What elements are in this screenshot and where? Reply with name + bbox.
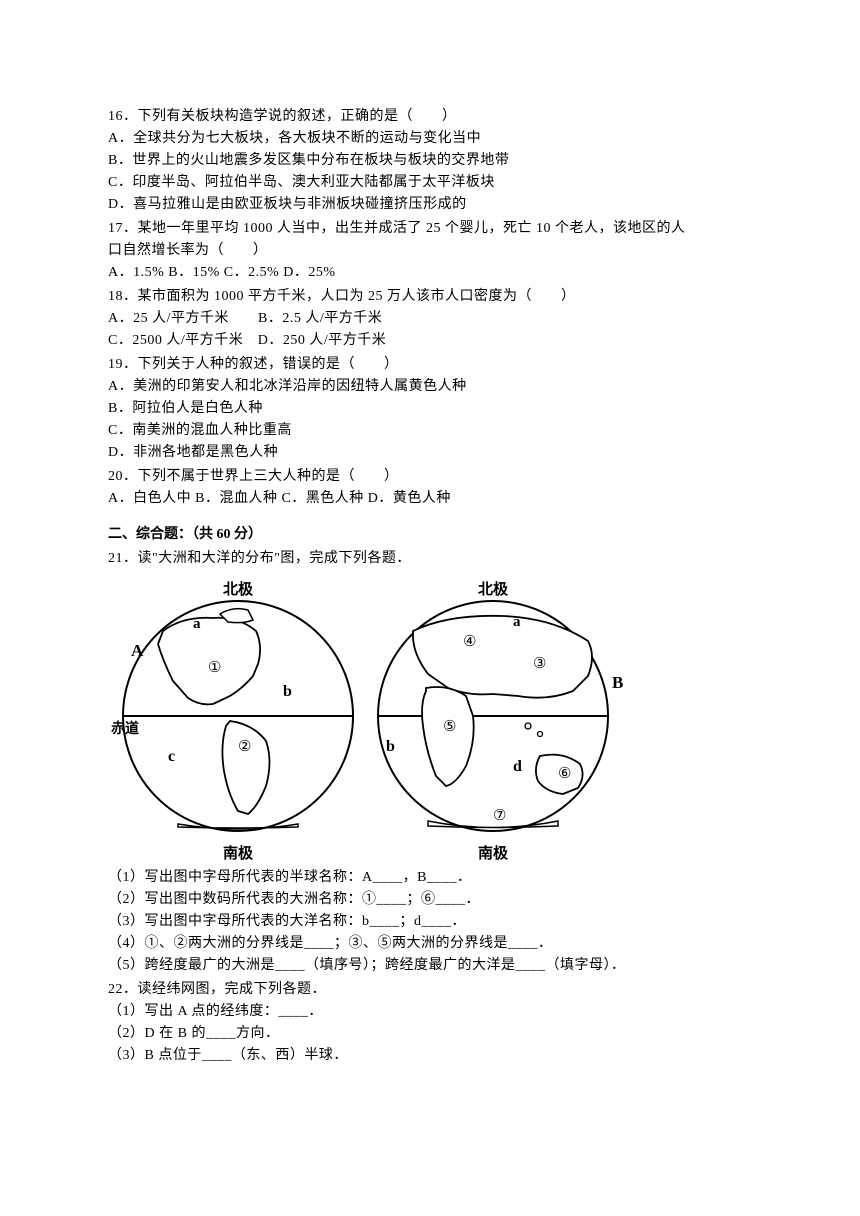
label-B: B <box>612 673 623 692</box>
label-A: A <box>131 641 144 660</box>
q17-stem1: 17．某地一年里平均 1000 人当中，出生并成活了 25 个婴儿，死亡 10 … <box>108 218 775 240</box>
label-south-right: 南极 <box>478 844 509 861</box>
q17-stem2: 口自然增长率为（ ） <box>108 240 775 262</box>
q22-stem: 22．读经纬网图，完成下列各题． <box>108 979 775 1001</box>
label-n6: ⑥ <box>558 766 571 782</box>
q22-sub1: （1）写出 A 点的经纬度：____． <box>108 1001 775 1023</box>
label-equator: 赤道 <box>111 720 139 737</box>
q21-sub4: （4）①、②两大洲的分界线是____；③、⑤两大洲的分界线是____． <box>108 933 775 955</box>
label-c: c <box>168 748 175 765</box>
label-north-right: 北极 <box>478 580 509 598</box>
q16-a: A．全球共分为七大板块，各大板块不断的运动与变化当中 <box>108 128 775 150</box>
label-n7: ⑦ <box>493 808 506 824</box>
q17-options: A．1.5% B．15% C．2.5% D．25% <box>108 262 775 284</box>
label-b-right: b <box>386 738 395 755</box>
label-n3: ③ <box>533 656 546 672</box>
q22-sub2: （2）D 在 B 的____方向． <box>108 1023 775 1045</box>
label-b-left: b <box>283 683 292 700</box>
q19-c: C．南美洲的混血人种比重高 <box>108 420 775 442</box>
q19-d: D．非洲各地都是黑色人种 <box>108 442 775 464</box>
label-n2: ② <box>238 739 251 755</box>
continents-oceans-figure: 北极 南极 赤道 A a b c ① ② 北极 南极 B a b d ③ ④ ⑤… <box>108 576 775 861</box>
q21-stem: 21．读"大洲和大洋的分布"图，完成下列各题． <box>108 548 775 570</box>
label-north-left: 北极 <box>223 580 254 598</box>
world-map-svg: 北极 南极 赤道 A a b c ① ② 北极 南极 B a b d ③ ④ ⑤… <box>108 576 628 861</box>
section-title: 二、综合题：（共 60 分） <box>108 524 775 546</box>
q18-stem: 18．某市面积为 1000 平方千米，人口为 25 万人该市人口密度为（ ） <box>108 286 775 308</box>
q18-line2: C．2500 人/平方千米 D．250 人/平方千米 <box>108 330 775 352</box>
q19-stem: 19．下列关于人种的叙述，错误的是（ ） <box>108 354 775 376</box>
label-d: d <box>513 758 522 775</box>
q20-options: A．白色人中 B．混血人种 C．黑色人种 D．黄色人种 <box>108 488 775 510</box>
label-a-left: a <box>193 616 201 632</box>
q16-stem: 16．下列有关板块构造学说的叙述，正确的是（ ） <box>108 106 775 128</box>
q21-sub2: （2）写出图中数码所代表的大洲名称：①____；⑥____． <box>108 889 775 911</box>
label-a-right: a <box>513 614 521 630</box>
q16-b: B．世界上的火山地震多发区集中分布在板块与板块的交界地带 <box>108 150 775 172</box>
label-n1: ① <box>208 660 221 676</box>
q22-sub3: （3）B 点位于____（东、西）半球． <box>108 1045 775 1067</box>
q18-line1: A．25 人/平方千米 B．2.5 人/平方千米 <box>108 308 775 330</box>
q19-b: B．阿拉伯人是白色人种 <box>108 398 775 420</box>
q16-c: C．印度半岛、阿拉伯半岛、澳大利亚大陆都属于太平洋板块 <box>108 172 775 194</box>
q21-sub5: （5）跨经度最广的大洲是____（填序号）；跨经度最广的大洋是____（填字母）… <box>108 955 775 977</box>
q16-d: D．喜马拉雅山是由欧亚板块与非洲板块碰撞挤压形成的 <box>108 194 775 216</box>
label-n5: ⑤ <box>443 719 456 735</box>
q21-sub1: （1）写出图中字母所代表的半球名称：A____，B____． <box>108 867 775 889</box>
q21-sub3: （3）写出图中字母所代表的大洋名称：b____；d____． <box>108 911 775 933</box>
q20-stem: 20．下列不属于世界上三大人种的是（ ） <box>108 466 775 488</box>
label-south-left: 南极 <box>223 844 254 861</box>
label-n4: ④ <box>463 634 476 650</box>
q19-a: A．美洲的印第安人和北冰洋沿岸的因纽特人属黄色人种 <box>108 376 775 398</box>
